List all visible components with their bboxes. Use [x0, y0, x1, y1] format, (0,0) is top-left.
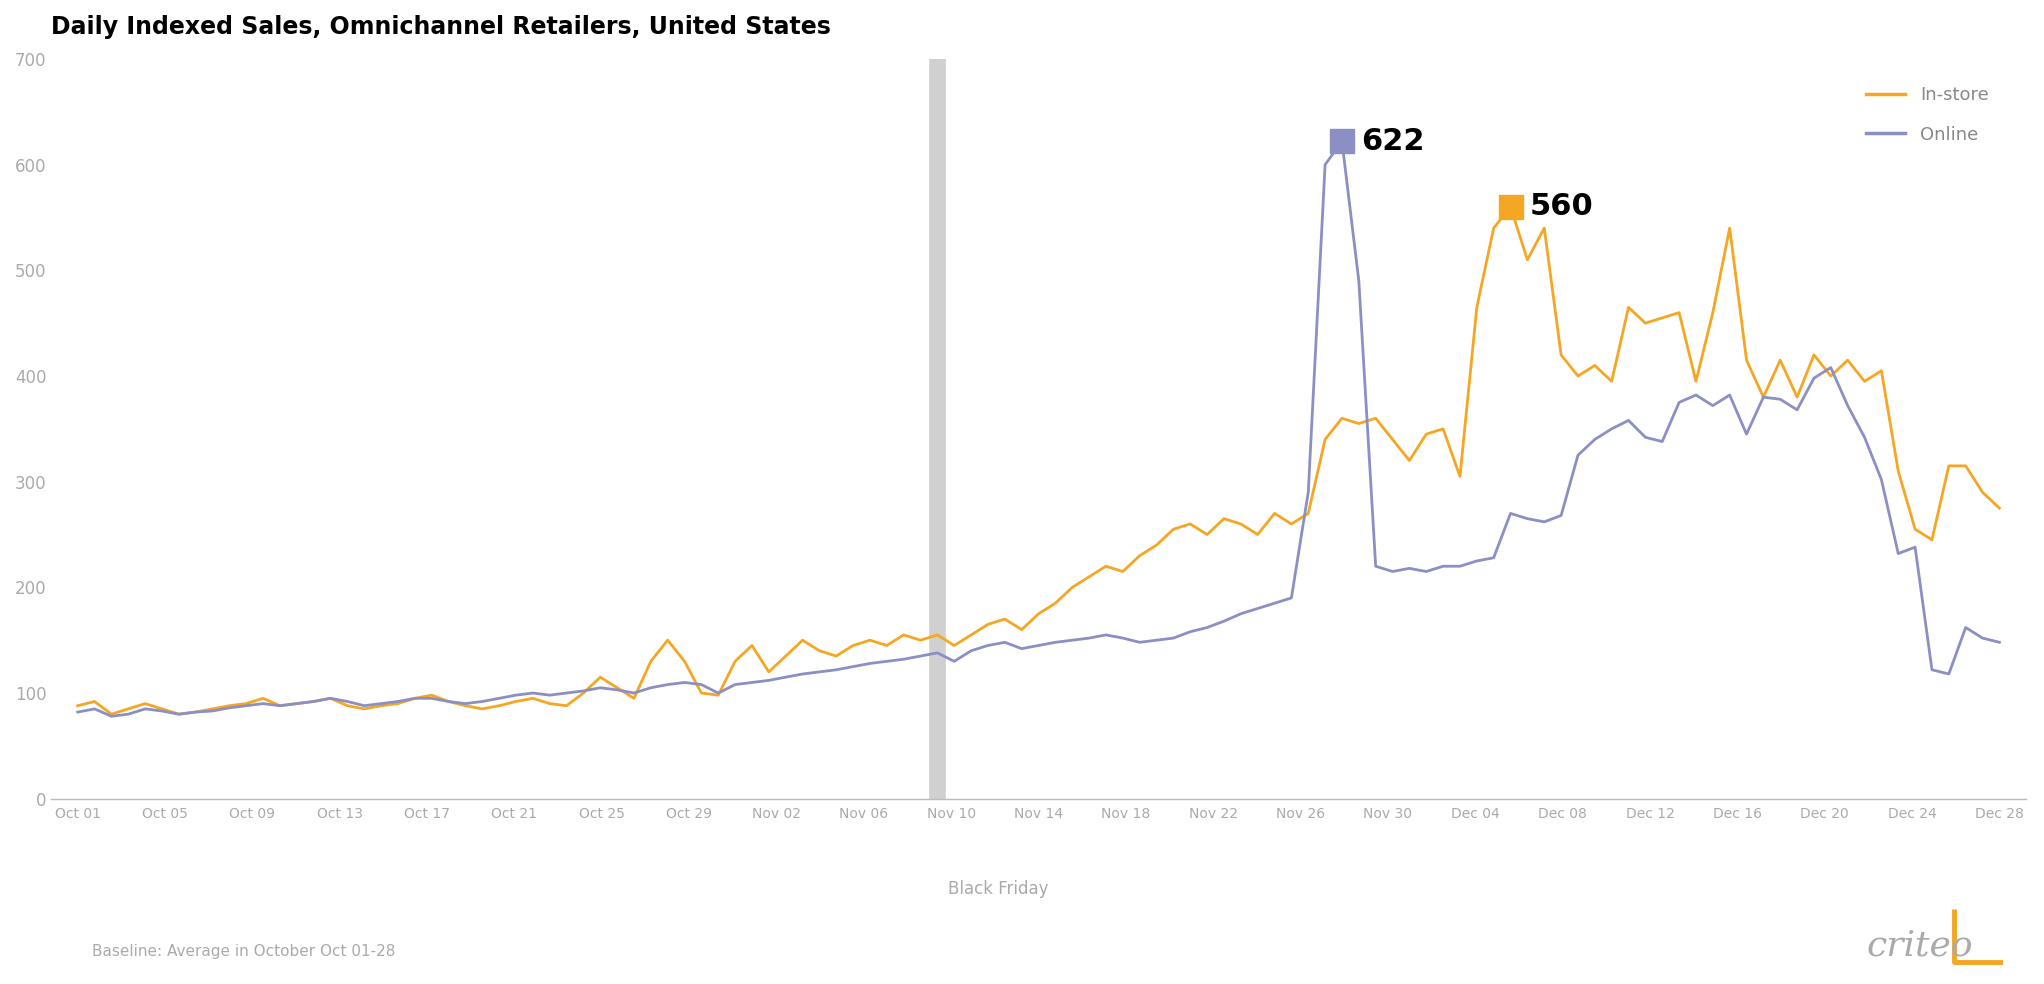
Point	[1494, 199, 1527, 215]
Point	[1327, 134, 1359, 150]
Text: Daily Indexed Sales, Omnichannel Retailers, United States: Daily Indexed Sales, Omnichannel Retaile…	[51, 15, 832, 39]
Legend: In-store, Online: In-store, Online	[1848, 68, 2007, 161]
Text: Baseline: Average in October Oct 01-28: Baseline: Average in October Oct 01-28	[92, 945, 394, 959]
Text: 622: 622	[1361, 127, 1425, 155]
Text: 560: 560	[1529, 193, 1594, 221]
Text: Black Friday: Black Friday	[948, 880, 1049, 897]
Text: criteo: criteo	[1866, 928, 1972, 962]
